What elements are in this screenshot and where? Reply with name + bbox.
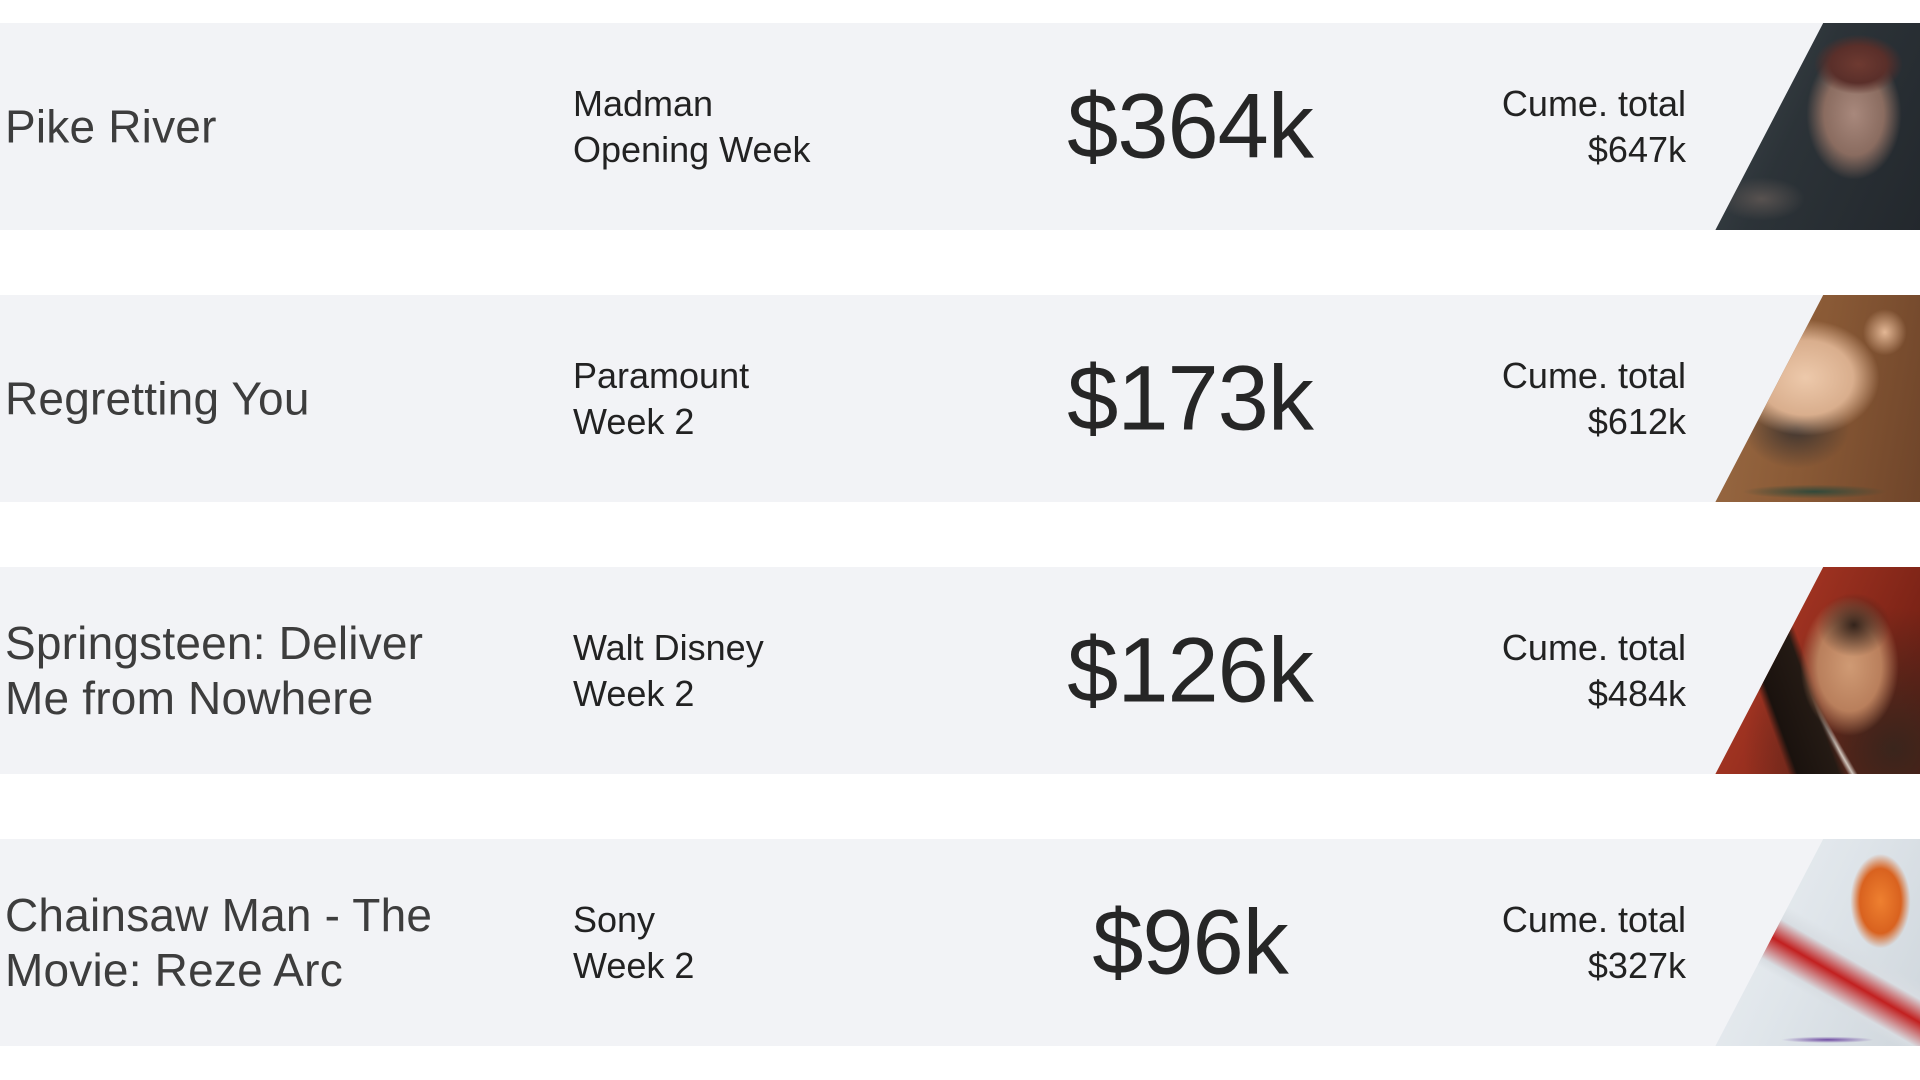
weekly-gross: $364k <box>1067 75 1314 177</box>
weekly-gross: $173k <box>1067 347 1314 449</box>
week-label: Week 2 <box>573 944 695 986</box>
movie-title: Regretting You <box>5 372 310 424</box>
movie-poster <box>1715 567 1920 774</box>
movie-poster <box>1715 839 1920 1046</box>
distributor-week-block: Walt Disney Week 2 <box>573 625 903 717</box>
distributor-name: Walt Disney <box>573 626 764 668</box>
movie-row-pike-river[interactable]: Pike River Madman Opening Week $364k Cum… <box>0 23 1920 230</box>
distributor-week-block: Madman Opening Week <box>573 81 903 173</box>
distributor-week-block: Paramount Week 2 <box>573 353 903 445</box>
movie-title: Pike River <box>5 100 217 152</box>
movie-poster <box>1715 23 1920 230</box>
cume-total: $484k <box>1587 672 1686 714</box>
movie-title: Chainsaw Man - The Movie: Reze Arc <box>5 888 433 996</box>
distributor-name: Sony <box>573 898 656 940</box>
week-label: Week 2 <box>573 400 695 442</box>
movie-poster <box>1715 295 1920 502</box>
cume-label: Cume. total <box>1501 898 1686 940</box>
distributor-name: Madman <box>573 82 714 124</box>
weekly-gross: $126k <box>1067 619 1314 721</box>
movie-title: Springsteen: Deliver Me from Nowhere <box>5 616 424 724</box>
cume-label: Cume. total <box>1501 82 1686 124</box>
cume-block: Cume. total $327k <box>1430 897 1686 989</box>
movie-row-chainsaw-man[interactable]: Chainsaw Man - The Movie: Reze Arc Sony … <box>0 839 1920 1046</box>
cume-block: Cume. total $484k <box>1430 625 1686 717</box>
cume-block: Cume. total $647k <box>1430 81 1686 173</box>
cume-label: Cume. total <box>1501 354 1686 396</box>
distributor-week-block: Sony Week 2 <box>573 897 903 989</box>
week-label: Week 2 <box>573 672 695 714</box>
weekly-gross: $96k <box>1092 891 1289 993</box>
cume-total: $647k <box>1587 128 1686 170</box>
cume-label: Cume. total <box>1501 626 1686 668</box>
cume-total: $612k <box>1587 400 1686 442</box>
week-label: Opening Week <box>573 128 811 170</box>
cume-block: Cume. total $612k <box>1430 353 1686 445</box>
movie-row-springsteen[interactable]: Springsteen: Deliver Me from Nowhere Wal… <box>0 567 1920 774</box>
cume-total: $327k <box>1587 944 1686 986</box>
distributor-name: Paramount <box>573 354 750 396</box>
movie-row-regretting-you[interactable]: Regretting You Paramount Week 2 $173k Cu… <box>0 295 1920 502</box>
